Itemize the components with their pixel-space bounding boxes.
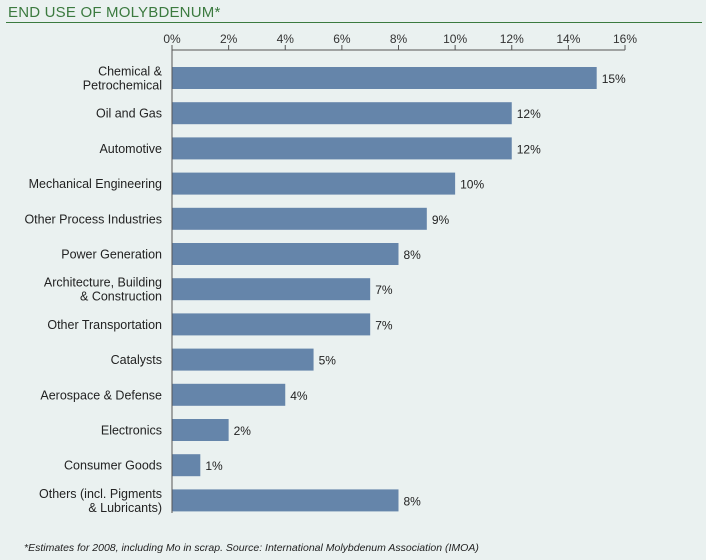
value-label: 12% [517, 107, 541, 121]
bar [172, 243, 399, 265]
bar [172, 383, 286, 406]
category-label: Chemical & Petrochemical [83, 65, 163, 93]
value-label: 5% [319, 354, 337, 368]
x-tick-label: 12% [500, 32, 524, 46]
category-label: Oil and Gas [96, 107, 162, 121]
bar [172, 102, 512, 125]
bar [172, 278, 371, 301]
bar [172, 419, 229, 441]
value-label: 4% [290, 389, 308, 403]
category-label: Automotive [99, 142, 162, 156]
category-label: Other Process Industries [24, 212, 162, 226]
value-label: 12% [517, 142, 541, 156]
x-tick-label: 8% [390, 32, 408, 46]
bar [172, 348, 314, 371]
bar [172, 489, 399, 512]
x-tick-label: 4% [277, 32, 295, 46]
value-label: 7% [375, 283, 393, 297]
bar [172, 137, 512, 160]
value-label: 2% [234, 424, 252, 438]
category-label: Electronics [101, 424, 162, 438]
value-label: 15% [602, 72, 626, 86]
value-label: 1% [205, 459, 223, 473]
x-tick-label: 0% [163, 32, 181, 46]
x-tick-label: 2% [220, 32, 238, 46]
category-label: Consumer Goods [64, 459, 162, 473]
value-label: 9% [432, 213, 450, 227]
category-label: Catalysts [111, 353, 162, 367]
bar [172, 67, 597, 89]
title-divider [6, 22, 702, 23]
x-tick-label: 16% [613, 32, 637, 46]
footnote: *Estimates for 2008, including Mo in scr… [24, 542, 479, 554]
category-label: Architecture, Building & Construction [44, 276, 162, 304]
bar [172, 313, 371, 336]
bar [172, 454, 201, 477]
category-label: Aerospace & Defense [40, 388, 162, 402]
value-label: 8% [404, 248, 422, 262]
bar [172, 172, 456, 195]
category-label: Mechanical Engineering [29, 177, 162, 191]
x-tick-label: 10% [443, 32, 467, 46]
category-label: Power Generation [61, 248, 162, 262]
value-label: 10% [460, 178, 484, 192]
category-label: Others (incl. Pigments & Lubricants) [39, 487, 162, 515]
category-label: Other Transportation [47, 318, 162, 332]
bar [172, 207, 427, 230]
value-label: 7% [375, 318, 393, 332]
x-tick-label: 14% [556, 32, 580, 46]
bar-chart: 0% 2% 4% 6% 8% 10% 12% 14% 16% Chemical & Petroche… [24, 32, 637, 515]
value-label: 8% [404, 494, 422, 508]
x-tick-label: 6% [333, 32, 351, 46]
chart-title: END USE OF MOLYBDENUM* [8, 4, 221, 21]
